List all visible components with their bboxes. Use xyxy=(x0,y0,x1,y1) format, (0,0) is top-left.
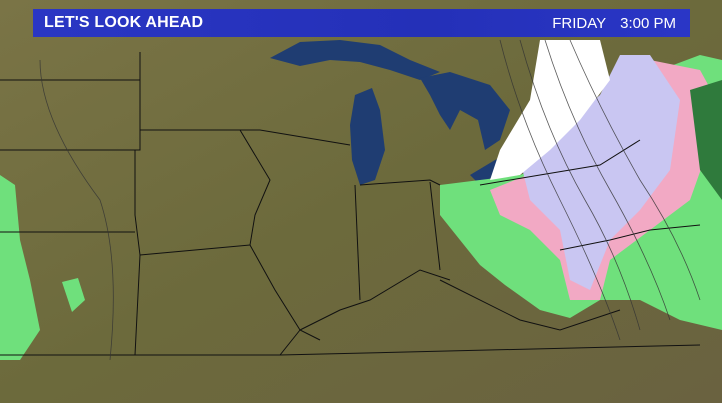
forecast-time: 3:00 PM xyxy=(620,14,676,32)
banner-title: LET'S LOOK AHEAD xyxy=(44,14,204,31)
state-borders xyxy=(0,52,701,356)
header-banner: LET'S LOOK AHEAD FRIDAY 3:00 PM xyxy=(33,9,690,37)
great-lakes xyxy=(270,40,565,185)
isobars xyxy=(39,39,701,361)
forecast-day: FRIDAY xyxy=(552,14,607,32)
